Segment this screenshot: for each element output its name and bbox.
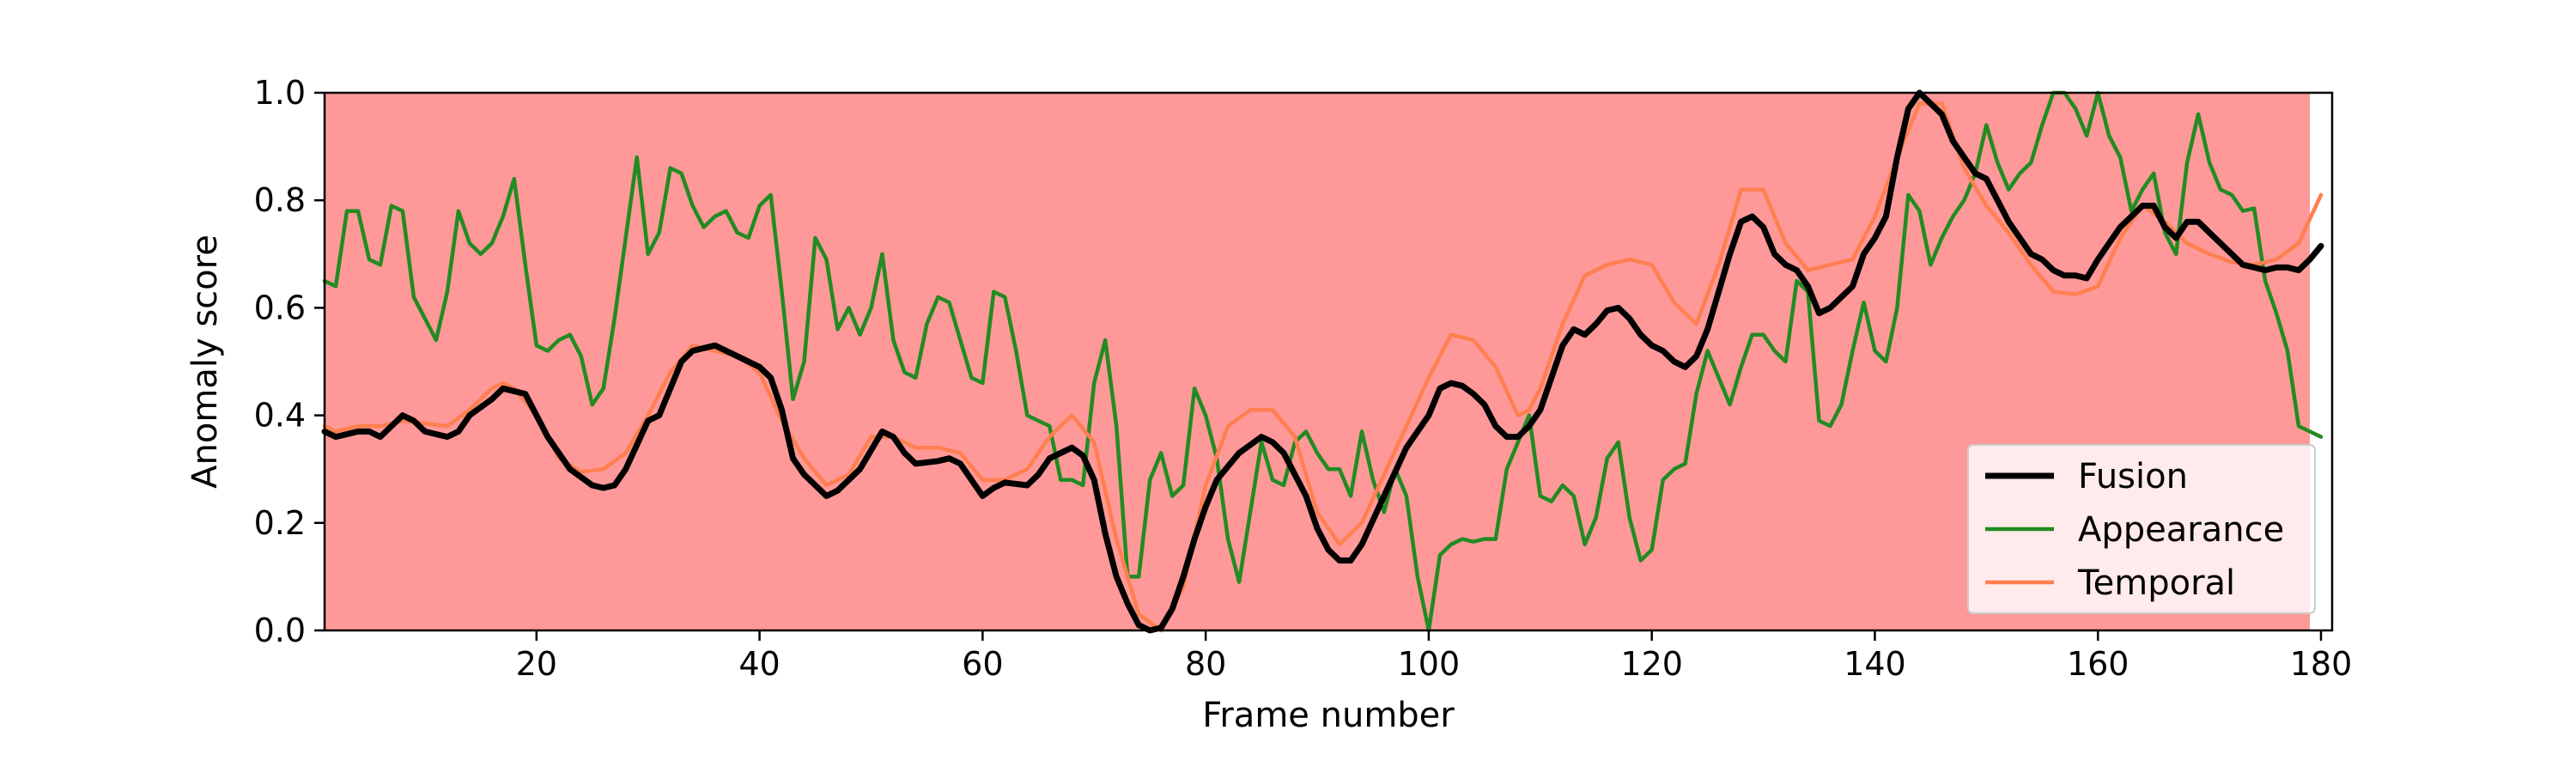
x-tick-label: 100 <box>1398 645 1461 683</box>
x-axis-label: Frame number <box>1202 696 1455 735</box>
y-tick-label: 1.0 <box>254 74 306 112</box>
y-tick-label: 0.0 <box>254 612 306 649</box>
series-line-temporal <box>322 101 2324 633</box>
series-layer <box>321 89 2324 634</box>
y-tick-label: 0.2 <box>254 504 306 542</box>
x-tick-label: 160 <box>2067 645 2129 683</box>
y-tick-label: 0.4 <box>254 397 306 435</box>
series-line-appearance <box>322 90 2324 633</box>
x-tick-label: 60 <box>962 645 1003 683</box>
x-tick-label: 40 <box>738 645 780 683</box>
x-tick-label: 80 <box>1185 645 1226 683</box>
ticks-layer: 20 40 60 80 100 120 140 160 180 0.0 0.2 0.4 0.6 0.8 1.… <box>254 74 2353 683</box>
legend: Fusion Appearance Temporal <box>1967 444 2316 614</box>
plot-frame <box>323 91 2334 632</box>
x-tick-label: 120 <box>1620 645 1683 683</box>
y-tick-label: 0.6 <box>254 289 306 326</box>
legend-label-appearance: Appearance <box>2078 510 2284 550</box>
legend-label-temporal: Temporal <box>2077 563 2235 603</box>
series-line-fusion <box>321 89 2324 634</box>
y-tick-label: 0.8 <box>254 181 306 219</box>
x-tick-label: 20 <box>516 645 557 683</box>
x-tick-label: 140 <box>1844 645 1906 683</box>
legend-box <box>1967 444 2316 614</box>
x-tick-label: 180 <box>2290 645 2353 683</box>
legend-label-fusion: Fusion <box>2078 457 2188 496</box>
y-axis-label: Anomaly score <box>185 234 225 489</box>
